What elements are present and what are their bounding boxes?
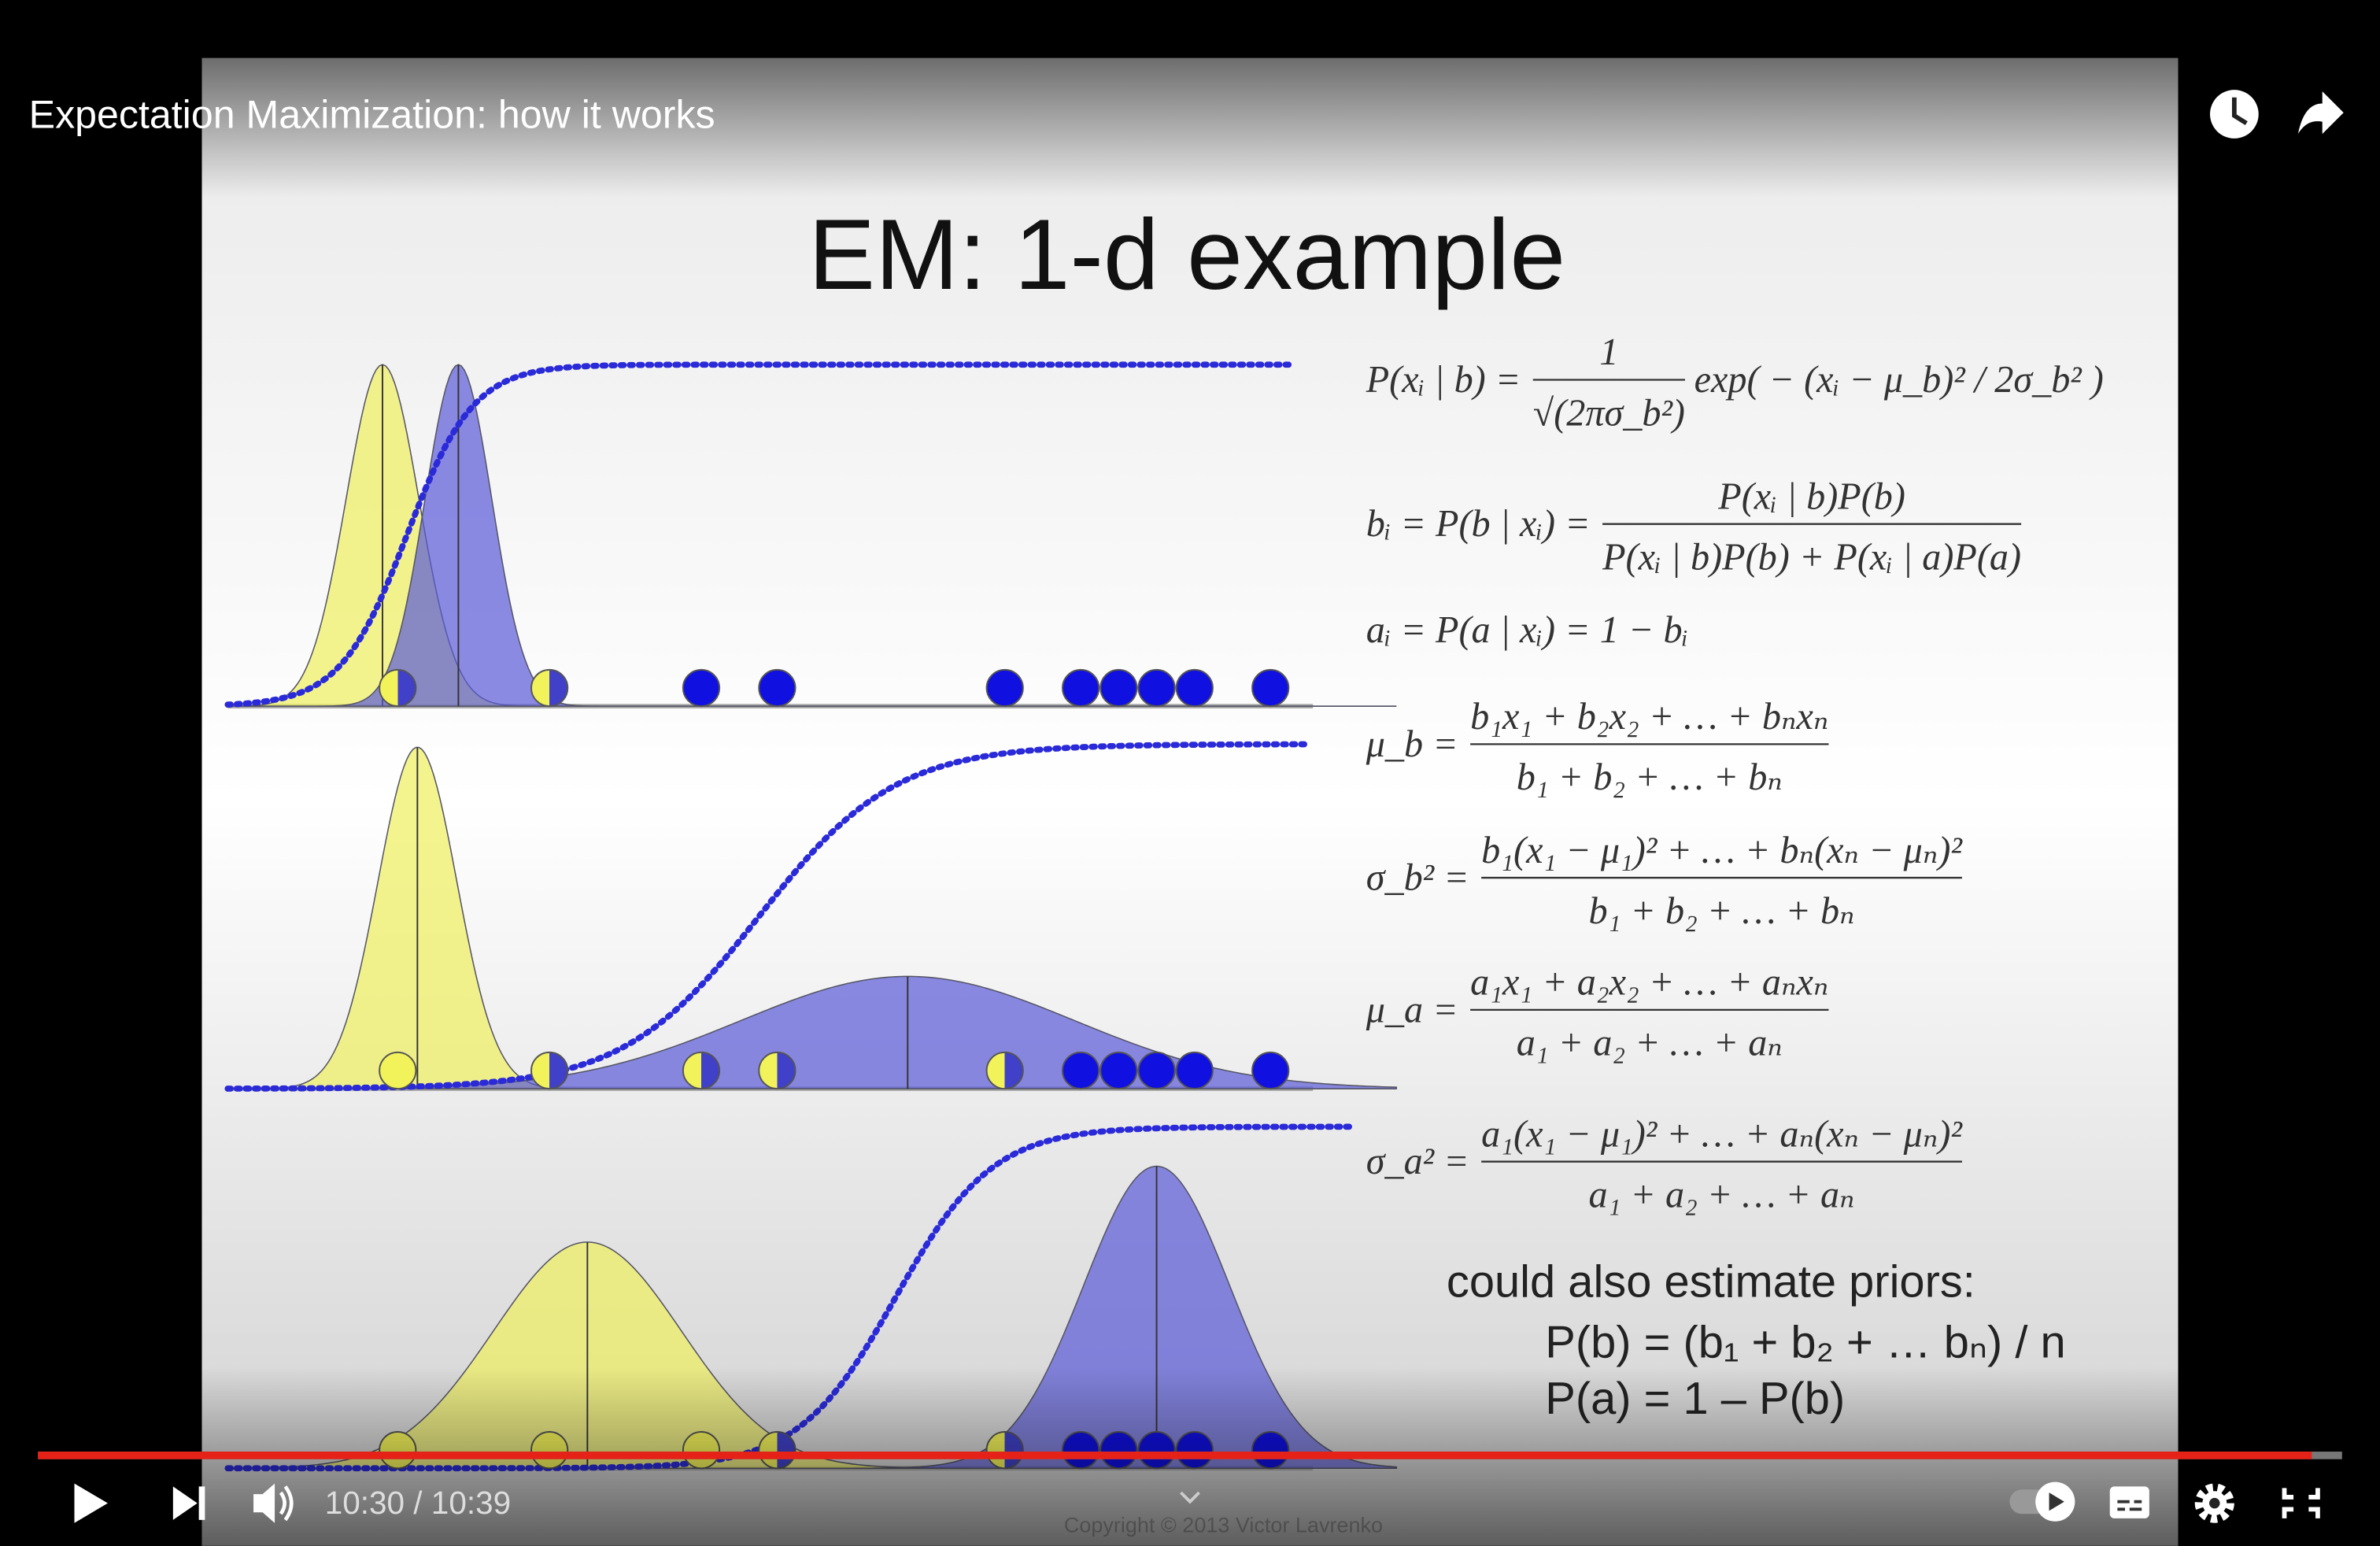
formula-lhs: P(xᵢ | b) =	[1366, 359, 1521, 401]
priors-heading: could also estimate priors:	[1447, 1256, 1975, 1307]
data-point	[1251, 1051, 1290, 1090]
data-point	[379, 1051, 417, 1090]
formula-denominator: a₁ + a₂ + … + aₙ	[1588, 1174, 1854, 1216]
data-point	[1137, 1051, 1176, 1090]
formula-numerator: b₁x₁ + b₂x₂ + … + bₙxₙ	[1470, 696, 1828, 738]
progress-played	[38, 1452, 2312, 1459]
formula-lhs: aᵢ = P(a | xᵢ) = 1 − bᵢ	[1366, 609, 1688, 651]
next-button[interactable]	[172, 1486, 205, 1520]
formula-numerator: a₁x₁ + a₂x₂ + … + aₙxₙ	[1470, 962, 1828, 1004]
captions-button[interactable]	[2109, 1486, 2149, 1518]
data-point	[1062, 1051, 1100, 1090]
formula-numerator: 1	[1599, 331, 1618, 373]
time-display: 10:30 / 10:39	[325, 1485, 511, 1521]
data-point	[985, 668, 1024, 708]
formula-denominator: b₁ + b₂ + … + bₙ	[1588, 890, 1854, 932]
formula-denominator: √(2πσ_b²)	[1533, 392, 1685, 434]
data-point	[530, 1051, 569, 1090]
data-point	[1099, 1051, 1138, 1090]
data-point	[682, 668, 721, 708]
settings-button[interactable]	[2194, 1483, 2234, 1523]
formula-denominator: a₁ + a₂ + … + aₙ	[1517, 1023, 1783, 1064]
formula-tail: exp( − (xᵢ − μ_b)² / 2σ_b² )	[1694, 359, 2104, 401]
watch-later-button[interactable]	[2210, 90, 2259, 139]
slide-title: EM: 1-d example	[808, 198, 1565, 310]
video-title[interactable]: Expectation Maximization: how it works	[29, 92, 715, 136]
data-point	[1099, 668, 1138, 708]
exit-fullscreen-button[interactable]	[2282, 1488, 2320, 1518]
data-point	[1175, 1051, 1214, 1090]
play-button[interactable]	[74, 1483, 108, 1523]
formula-numerator: b₁(x₁ − μ₁)² + … + bₙ(xₙ − μₙ)²	[1481, 830, 1963, 871]
formulas: P(xᵢ | b) = 1 √(2πσ_b²)exp( − (xᵢ − μ_b)² …	[1366, 331, 2104, 1215]
data-point	[1137, 668, 1176, 708]
formula-numerator: a₁(x₁ − μ₁)² + … + aₙ(xₙ − μₙ)²	[1481, 1113, 1963, 1155]
data-point	[379, 668, 417, 708]
sigmoid	[224, 361, 1294, 708]
formula-lhs: bᵢ = P(b | xᵢ) =	[1366, 503, 1591, 545]
autoplay-toggle[interactable]	[2009, 1481, 2075, 1522]
data-point	[985, 1051, 1024, 1090]
sigmoid	[224, 741, 1312, 1092]
data-point	[1251, 668, 1290, 708]
formula-numerator: P(xᵢ | b)P(b)	[1717, 475, 1905, 517]
prior-b: P(b) = (b₁ + b₂ + … bₙ) / n	[1545, 1318, 2065, 1368]
data-point	[530, 668, 569, 708]
data-point	[682, 1051, 721, 1090]
data-point	[1175, 668, 1214, 708]
formula-lhs: μ_a =	[1366, 989, 1458, 1030]
gaussian	[227, 364, 1397, 707]
formula-lhs: μ_b =	[1366, 723, 1458, 765]
top-shade	[0, 0, 2380, 198]
data-point	[1062, 668, 1100, 708]
chevron[interactable]	[1180, 1491, 1200, 1504]
formula-denominator: b₁ + b₂ + … + bₙ	[1517, 756, 1783, 798]
formula-lhs: σ_a² =	[1366, 1141, 1469, 1182]
formula-lhs: σ_b² =	[1366, 856, 1469, 898]
data-point	[758, 668, 796, 708]
formula-denominator: P(xᵢ | b)P(b) + P(xᵢ | a)P(a)	[1602, 537, 2021, 579]
share-button[interactable]	[2297, 91, 2344, 135]
data-point	[758, 1051, 796, 1090]
volume-button[interactable]	[253, 1483, 294, 1523]
